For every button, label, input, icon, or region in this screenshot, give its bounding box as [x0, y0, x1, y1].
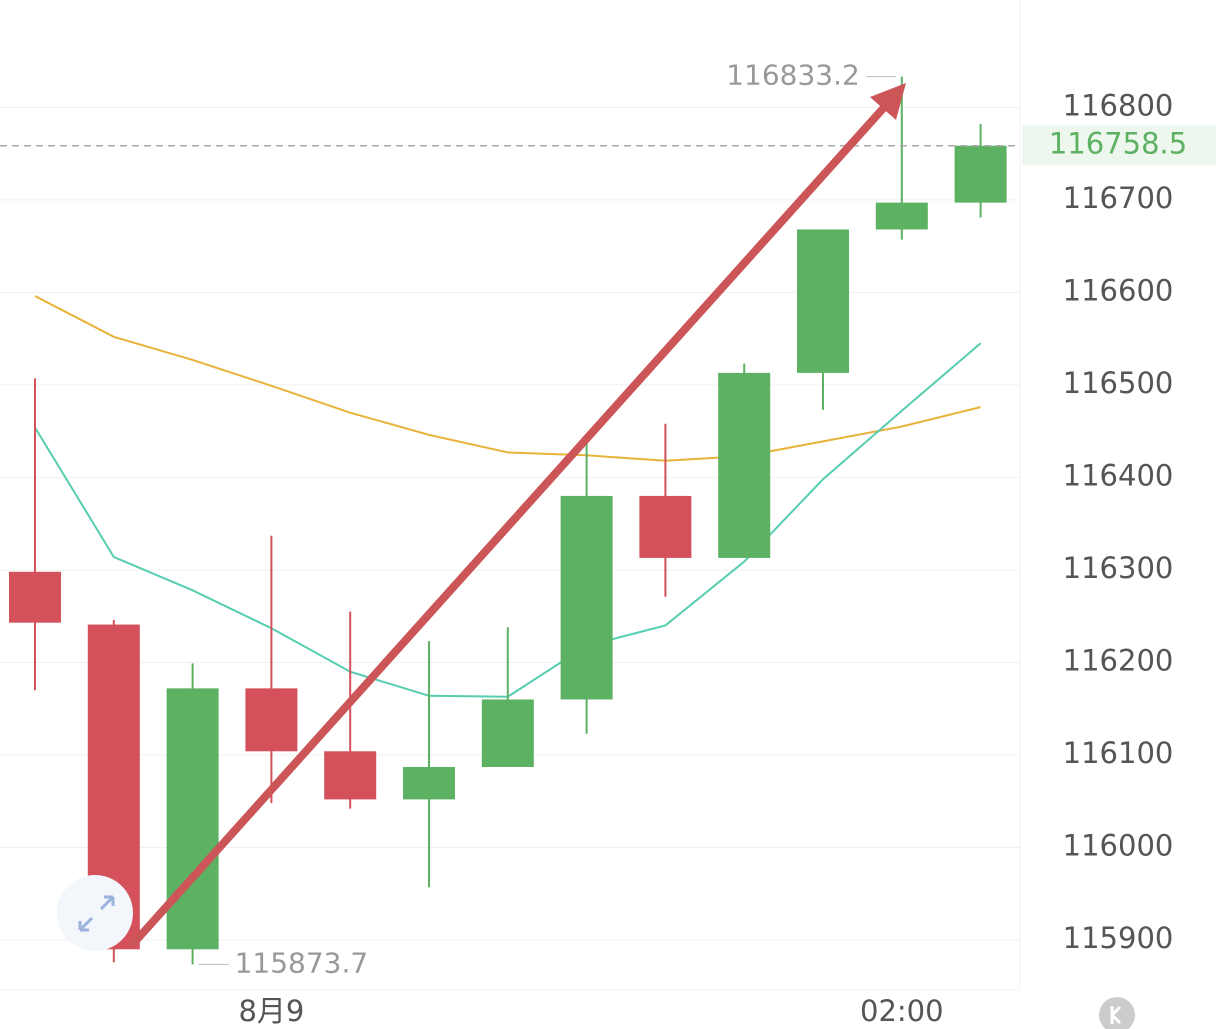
- arrow-head: [870, 83, 906, 120]
- candle-body: [797, 229, 849, 373]
- y-tick-label: 116000: [1063, 829, 1174, 863]
- ma-line: [34, 295, 981, 462]
- kline-bg: [1099, 997, 1135, 1029]
- expand-bg: [57, 875, 133, 951]
- candle-body: [875, 202, 928, 230]
- candle-body: [166, 688, 219, 950]
- y-tick-label: 116300: [1063, 551, 1174, 585]
- candle-body: [718, 372, 771, 558]
- y-tick-label: 116200: [1063, 643, 1174, 677]
- kline-glyph: [1110, 1005, 1122, 1025]
- y-tick-label: 116800: [1063, 88, 1174, 122]
- candle-body: [954, 145, 1007, 203]
- arrow-shaft: [128, 99, 892, 949]
- min-label: 115873.7: [235, 946, 369, 979]
- candle-body: [245, 688, 298, 752]
- last-price-label: 116758.5: [1049, 127, 1187, 161]
- y-tick-label: 116100: [1063, 736, 1174, 770]
- y-tick-label: 116400: [1063, 458, 1174, 492]
- y-tick-label: 116500: [1063, 366, 1174, 400]
- candle-body: [324, 751, 377, 800]
- x-tick-label: 02:00: [860, 994, 944, 1028]
- candle-body: [639, 495, 692, 558]
- trend-arrow: [128, 83, 906, 949]
- max-label: 116833.2: [726, 59, 860, 92]
- y-tick-label: 116700: [1063, 181, 1174, 215]
- x-tick-label: 8月9: [238, 994, 304, 1028]
- y-tick-label: 116600: [1063, 273, 1174, 307]
- expand-glyph: [78, 895, 115, 932]
- candle-body: [560, 495, 613, 700]
- axis-panel: [1020, 0, 1216, 1029]
- expand-icon[interactable]: [57, 875, 133, 951]
- kline-icon[interactable]: [1099, 997, 1135, 1029]
- candle-body: [403, 767, 455, 800]
- candle-body: [481, 699, 534, 768]
- y-tick-label: 115900: [1063, 921, 1174, 955]
- last-price-box: [1022, 125, 1216, 166]
- candle-body: [9, 571, 61, 623]
